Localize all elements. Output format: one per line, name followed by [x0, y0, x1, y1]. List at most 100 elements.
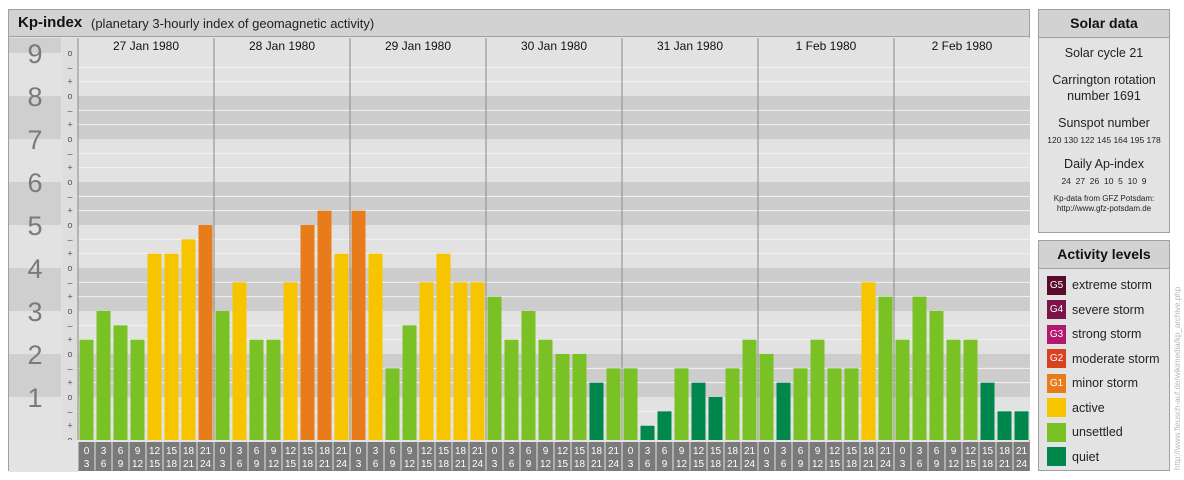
- band-6: [78, 139, 1030, 182]
- legend-label: active: [1072, 400, 1105, 415]
- interval-start-label: 9: [543, 446, 549, 457]
- interval-start-label: 9: [407, 446, 413, 457]
- kp-bar: [606, 368, 621, 440]
- interval-label-box: [605, 442, 622, 471]
- interval-start-label: 3: [509, 446, 515, 457]
- minor-tick-label: o: [67, 134, 72, 144]
- interval-label-box: [350, 442, 367, 471]
- minor-tick-label: –: [67, 320, 72, 330]
- kp-bar: [793, 368, 808, 440]
- interval-label-box: [180, 442, 197, 471]
- legend-swatch: G4: [1047, 300, 1066, 319]
- minor-tick-label: o: [67, 263, 72, 273]
- kp-bar: [300, 225, 315, 440]
- interval-start-label: 9: [135, 446, 141, 457]
- legend-swatch: G3: [1047, 324, 1066, 344]
- interval-label-box: [95, 442, 112, 471]
- interval-end-label: 6: [373, 459, 379, 470]
- kp-bar: [283, 282, 298, 440]
- interval-label-box: [367, 442, 384, 471]
- interval-start-label: 21: [880, 446, 892, 457]
- legend-item: G1 minor storm: [1047, 373, 1138, 393]
- interval-label-box: [282, 442, 299, 471]
- interval-end-label: 18: [438, 459, 450, 470]
- interval-end-label: 3: [220, 459, 226, 470]
- activity-levels-panel: Activity levels G5 extreme storm G4 severe …: [1038, 240, 1170, 471]
- minor-tick-label: o: [67, 349, 72, 359]
- minor-tick-label: +: [67, 120, 72, 130]
- interval-start-label: 21: [1016, 446, 1028, 457]
- interval-end-label: 12: [132, 459, 144, 470]
- y-tick-label: 7: [27, 125, 42, 155]
- interval-label-box: [231, 442, 248, 471]
- kp-bar: [198, 225, 213, 440]
- interval-end-label: 12: [540, 459, 552, 470]
- minor-tick-label: +: [67, 163, 72, 173]
- interval-label-box: [656, 442, 673, 471]
- interval-end-label: 12: [812, 459, 824, 470]
- day-label: 29 Jan 1980: [385, 39, 451, 53]
- y-label-band-6: [9, 139, 61, 182]
- interval-end-label: 24: [880, 459, 892, 470]
- kp-bar: [147, 253, 162, 440]
- interval-start-label: 21: [744, 446, 756, 457]
- activity-levels-title: Activity levels: [1039, 241, 1169, 269]
- kp-bar: [249, 339, 264, 440]
- minor-tick-label: –: [67, 105, 72, 115]
- kp-bar: [79, 339, 94, 440]
- interval-end-label: 18: [302, 459, 314, 470]
- kp-bar: [181, 239, 196, 440]
- kp-bar: [232, 282, 247, 440]
- interval-end-label: 3: [900, 459, 906, 470]
- kp-bar: [572, 354, 587, 440]
- interval-label-box: [299, 442, 316, 471]
- interval-start-label: 18: [455, 446, 467, 457]
- interval-end-label: 15: [693, 459, 705, 470]
- legend-swatch: [1047, 422, 1066, 442]
- y-label-top: [9, 38, 61, 53]
- interval-end-label: 3: [356, 459, 362, 470]
- interval-end-label: 21: [727, 459, 739, 470]
- interval-label-box: [809, 442, 826, 471]
- source-link[interactable]: http://www.gfz-potsdam.de: [1056, 204, 1152, 213]
- interval-start-label: 21: [200, 446, 212, 457]
- y-label-band-5: [9, 182, 61, 225]
- interval-end-label: 18: [166, 459, 178, 470]
- interval-end-label: 15: [421, 459, 433, 470]
- interval-start-label: 6: [662, 446, 668, 457]
- y-tick-label: 5: [27, 211, 42, 241]
- interval-label-box: [554, 442, 571, 471]
- band-8: [78, 53, 1030, 96]
- interval-label-box: [401, 442, 418, 471]
- minor-tick-label: +: [67, 249, 72, 259]
- legend-label: severe storm: [1072, 302, 1145, 317]
- interval-start-label: 9: [951, 446, 957, 457]
- interval-end-label: 9: [390, 459, 396, 470]
- interval-end-label: 12: [948, 459, 960, 470]
- interval-end-label: 12: [404, 459, 416, 470]
- y-tick-label: 3: [27, 297, 42, 327]
- minor-tick-label: +: [67, 292, 72, 302]
- interval-start-label: 6: [254, 446, 260, 457]
- kp-bar: [776, 382, 791, 440]
- kp-bar-chart: o+o+–o+–o+–o+–o+–o+–o+–o+–o–012345678927…: [9, 38, 1030, 472]
- interval-end-label: 18: [982, 459, 994, 470]
- chart-header: Kp-index (planetary 3-hourly index of ge…: [9, 10, 1029, 37]
- interval-label-box: [979, 442, 996, 471]
- interval-label-box: [571, 442, 588, 471]
- interval-start-label: 15: [574, 446, 586, 457]
- kp-bar: [419, 282, 434, 440]
- interval-start-label: 9: [815, 446, 821, 457]
- interval-label-box: [163, 442, 180, 471]
- legend-item: unsettled: [1047, 422, 1123, 442]
- day-label: 30 Jan 1980: [521, 39, 587, 53]
- legend-swatch: G2: [1047, 349, 1066, 368]
- interval-end-label: 9: [118, 459, 124, 470]
- legend-label: moderate storm: [1072, 351, 1160, 366]
- y-label-band-4: [9, 225, 61, 268]
- minor-tick-label: –: [67, 363, 72, 373]
- kp-bar: [623, 368, 638, 440]
- interval-end-label: 21: [999, 459, 1011, 470]
- interval-label-box: [945, 442, 962, 471]
- interval-start-label: 3: [101, 446, 107, 457]
